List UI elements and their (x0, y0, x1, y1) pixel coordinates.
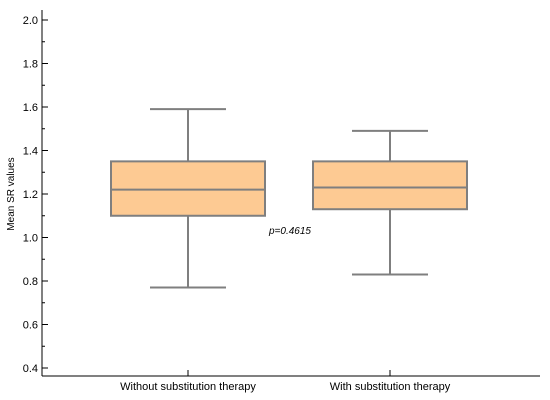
box-1 (110, 108, 266, 289)
y-tick-label: 1.0 (23, 233, 38, 245)
boxes-group (110, 108, 468, 289)
x-axis-ticks: Without substitution therapy With substit… (120, 370, 451, 393)
y-tick-label: 1.2 (23, 189, 38, 201)
y-axis-ticks: 0.4 0.6 0.8 1.0 1.2 1.4 1.6 1.8 2.0 (23, 15, 48, 375)
y-tick-label: 1.4 (23, 146, 38, 158)
iqr-box (312, 160, 468, 211)
y-tick-label: 1.8 (23, 59, 38, 71)
y-tick-label: 0.8 (23, 276, 38, 288)
y-axis-label: Mean SR values (6, 157, 17, 230)
y-tick-label: 0.4 (23, 363, 38, 375)
x-category-label: With substitution therapy (330, 381, 451, 393)
x-category-label: Without substitution therapy (120, 381, 256, 393)
p-value-annotation: p=0.4615 (268, 226, 311, 237)
iqr-box (110, 160, 266, 217)
y-tick-label: 1.6 (23, 102, 38, 114)
y-tick-label: 0.6 (23, 320, 38, 332)
y-tick-label: 2.0 (23, 15, 38, 27)
box-2 (312, 129, 468, 276)
